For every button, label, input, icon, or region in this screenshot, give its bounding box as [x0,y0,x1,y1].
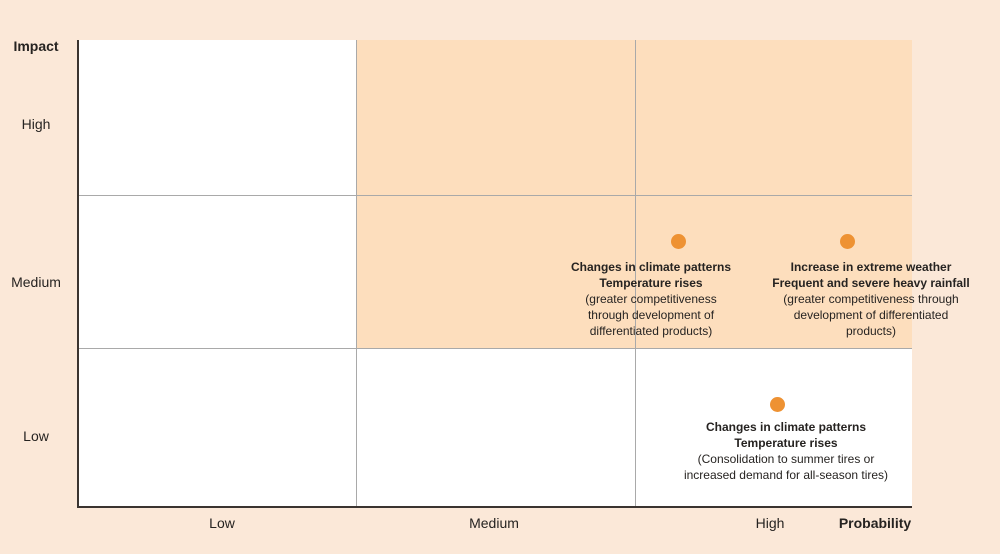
vertical-gridline-1 [356,40,357,506]
risk-note-line: increased demand for all-season tires) [683,468,889,482]
risk-note-line: through development of [587,308,715,322]
risk-note-line: (greater competitiveness through [783,292,959,306]
horizontal-gridline-2 [79,348,912,349]
risk-title-line: Changes in climate patterns [705,420,867,434]
risk-point-label: Changes in climate patterns Temperature … [541,259,761,339]
risk-point-label: Increase in extreme weather Frequent and… [749,259,993,339]
risk-note-line: development of differentiated [793,308,949,322]
x-axis-title: Probability [838,515,912,531]
risk-point-dot [671,234,686,249]
x-tick-low: Low [209,515,235,531]
risk-note-line: differentiated products) [589,324,713,338]
x-tick-medium: Medium [469,515,519,531]
y-axis-title: Impact [13,38,59,54]
horizontal-gridline-1 [79,195,912,196]
risk-title-line: Frequent and severe heavy rainfall [772,276,970,290]
risk-note-line: products) [845,324,897,338]
risk-note-line: (greater competitiveness [585,292,717,306]
risk-point-label: Changes in climate patterns Temperature … [659,419,913,483]
risk-point-dot [770,397,785,412]
risk-point-dot [840,234,855,249]
risk-title-line: Temperature rises [734,436,838,450]
risk-note-line: (Consolidation to summer tires or [697,452,875,466]
y-tick-medium: Medium [11,274,61,290]
y-tick-low: Low [23,428,49,444]
risk-title-line: Changes in climate patterns [570,260,732,274]
vertical-gridline-2 [635,40,636,506]
y-tick-high: High [21,116,51,132]
risk-title-line: Increase in extreme weather [790,260,952,274]
risk-title-line: Temperature rises [599,276,703,290]
matrix-plot-area [77,40,912,508]
high-risk-shaded-region [356,40,912,348]
x-tick-high: High [755,515,785,531]
